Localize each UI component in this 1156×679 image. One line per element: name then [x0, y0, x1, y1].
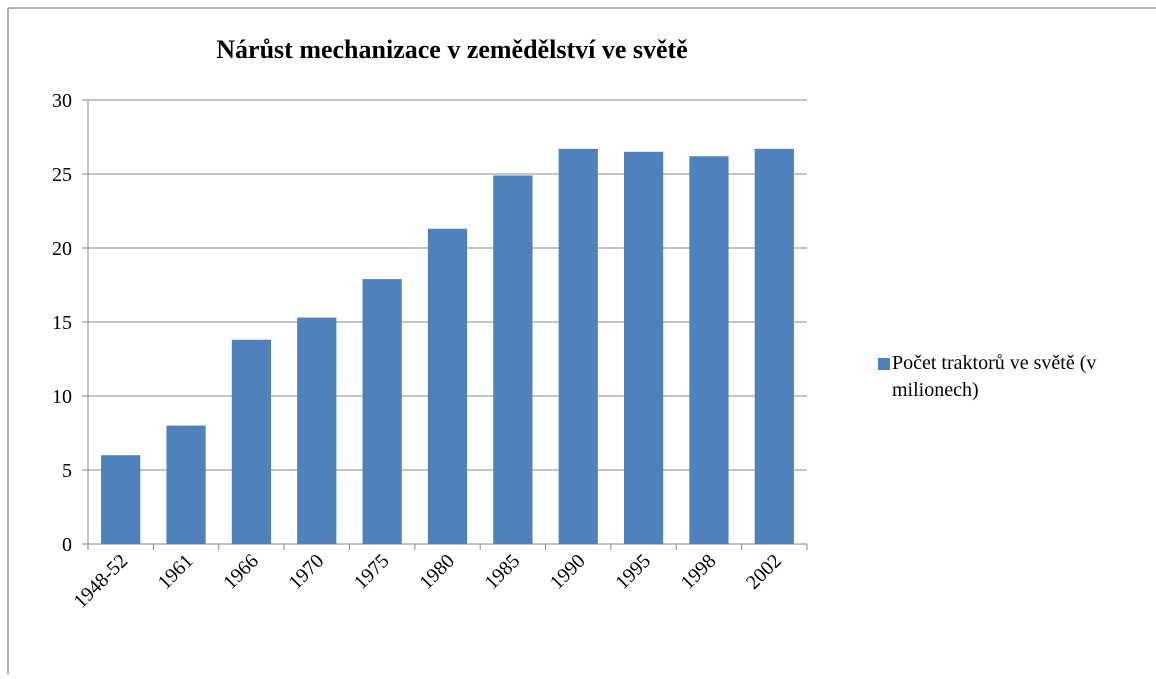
y-tick-label: 30	[52, 90, 72, 112]
y-tick-label: 5	[62, 460, 72, 482]
legend-label: Počet traktorů ve světě (v milionech)	[892, 352, 1097, 401]
x-tick-label: 1948-52	[70, 550, 133, 613]
bar	[427, 228, 468, 544]
y-tick-label: 0	[62, 534, 72, 556]
chart-title: Nárůst mechanizace v zemědělství ve svět…	[216, 35, 687, 64]
bar	[623, 151, 664, 545]
bar	[754, 148, 794, 544]
bar	[493, 175, 533, 545]
bar	[689, 156, 729, 545]
x-tick-label: 1980	[415, 550, 459, 594]
bar	[297, 317, 337, 544]
bar	[362, 279, 402, 544]
bar	[101, 455, 141, 544]
bar	[558, 148, 598, 544]
x-tick-label: 1970	[284, 550, 328, 594]
x-tick-label: 1966	[219, 550, 263, 594]
y-tick-label: 20	[52, 238, 72, 260]
x-tick-label: 1975	[350, 550, 394, 594]
x-tick-label: 1985	[481, 550, 525, 594]
y-tick-label: 25	[52, 164, 72, 186]
legend: Počet traktorů ve světě (v milionech)	[878, 350, 1148, 404]
x-tick-label: 1961	[154, 550, 198, 594]
x-tick-label: 1995	[611, 550, 655, 594]
x-tick-label: 2002	[742, 550, 786, 594]
x-tick-label: 1998	[677, 550, 721, 594]
bar	[231, 339, 272, 544]
x-tick-label: 1990	[546, 550, 590, 594]
y-tick-label: 15	[52, 312, 72, 334]
bar	[166, 425, 206, 544]
legend-swatch	[878, 358, 890, 370]
y-tick-label: 10	[52, 386, 72, 408]
